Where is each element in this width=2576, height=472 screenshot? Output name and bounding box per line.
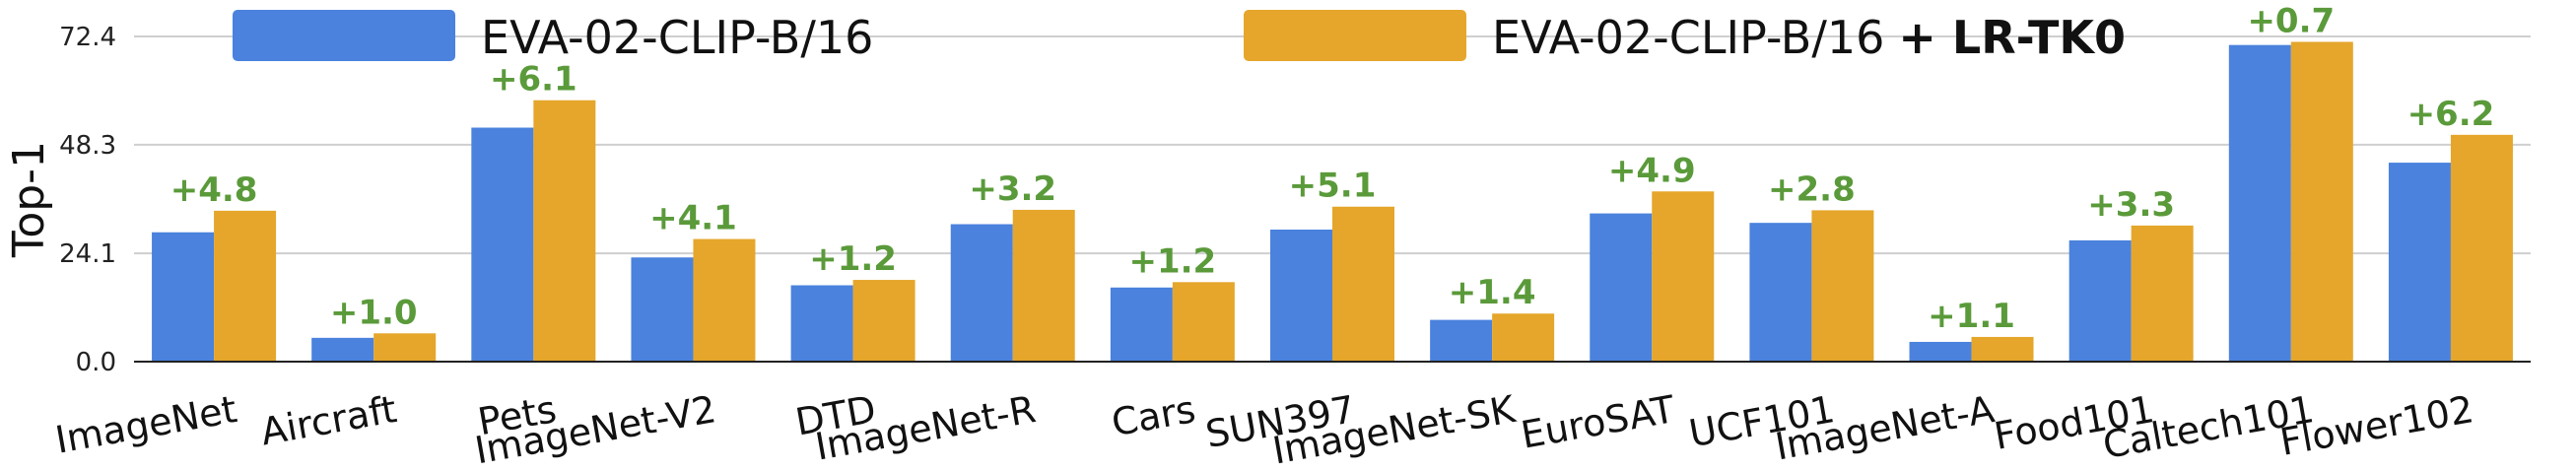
- legend-label-series-1: EVA-02-CLIP-B/16: [481, 11, 873, 64]
- bar-series-2: [2290, 41, 2353, 363]
- delta-label: +1.2: [809, 239, 897, 279]
- bar-series-2: [1492, 313, 1555, 362]
- legend-label-series-2-bold: + LR-TK0: [1898, 11, 2126, 64]
- bar-series-1: [2068, 239, 2132, 362]
- y-tick-label: 48.3: [59, 131, 116, 161]
- legend-label-series-2-prefix: EVA-02-CLIP-B/16: [1492, 11, 1884, 64]
- x-tick-label: Aircraft: [257, 387, 399, 453]
- bar-series-2: [1332, 206, 1394, 362]
- bar-series-2: [214, 210, 277, 362]
- delta-annotations: +4.8 +1.0 +6.1 +4.1 +1.2 +3.2 +1.2 +5.1 +1.4 +4.9…: [170, 1, 2495, 335]
- bar-series-2: [1012, 209, 1075, 362]
- x-tick-label: ImageNet: [52, 387, 240, 462]
- y-tick-label: 0.0: [76, 348, 116, 377]
- bar-series-1: [1749, 223, 1812, 362]
- delta-label: +1.0: [330, 293, 418, 332]
- legend: EVA-02-CLIP-B/16 EVA-02-CLIP-B/16 + LR-TK…: [233, 10, 2126, 64]
- y-tick-label: 72.4: [59, 23, 116, 52]
- bar-series-2: [533, 100, 596, 362]
- x-tick-label: EuroSAT: [1518, 387, 1678, 457]
- delta-label: +3.2: [969, 169, 1056, 209]
- delta-label: +1.2: [1129, 241, 1217, 281]
- bar-series-1: [311, 337, 374, 362]
- legend-label-series-2: EVA-02-CLIP-B/16 + LR-TK0: [1492, 11, 2126, 64]
- bar-series-2: [373, 333, 437, 362]
- bar-series-1: [152, 232, 215, 362]
- delta-label: +1.1: [1928, 297, 2015, 336]
- legend-swatch-series-2: [1244, 10, 1466, 61]
- delta-label: +0.7: [2247, 1, 2335, 40]
- delta-label: +1.4: [1449, 273, 1536, 312]
- bar-series-1: [790, 285, 853, 362]
- delta-label: +2.8: [1768, 169, 1856, 209]
- bar-series-1: [471, 127, 534, 362]
- y-tick-labels: 0.0 24.1 48.3 72.4: [59, 23, 116, 377]
- delta-label: +4.9: [1608, 151, 1696, 190]
- bar-series-1: [2388, 163, 2451, 362]
- delta-label: +4.8: [170, 170, 258, 210]
- bars: [152, 41, 2513, 363]
- delta-label: +5.1: [1289, 167, 1377, 206]
- y-axis-label: Top-1: [4, 141, 54, 258]
- bar-series-2: [1811, 210, 1874, 362]
- bar-series-1: [1430, 319, 1493, 362]
- bar-series-1: [950, 224, 1013, 362]
- bar-series-2: [2131, 225, 2194, 362]
- bar-series-1: [631, 257, 694, 362]
- bar-series-1: [1270, 229, 1332, 362]
- bar-series-2: [1172, 282, 1235, 362]
- delta-label: +3.3: [2087, 185, 2175, 225]
- x-tick-label: Cars: [1109, 387, 1199, 444]
- bar-series-2: [1652, 191, 1715, 362]
- bar-series-2: [693, 238, 756, 362]
- delta-label: +4.1: [649, 199, 737, 238]
- bar-series-1: [1110, 287, 1173, 362]
- delta-label: +6.1: [490, 60, 577, 100]
- bar-series-1: [2228, 44, 2291, 363]
- bar-series-2: [852, 280, 915, 362]
- legend-swatch-series-1: [233, 10, 455, 61]
- y-tick-label: 24.1: [59, 239, 116, 269]
- delta-label: +6.2: [2407, 95, 2495, 134]
- bar-series-2: [1971, 336, 2034, 362]
- bar-series-1: [1909, 341, 1972, 362]
- bar-series-2: [2450, 134, 2513, 362]
- bar-series-1: [1590, 213, 1653, 362]
